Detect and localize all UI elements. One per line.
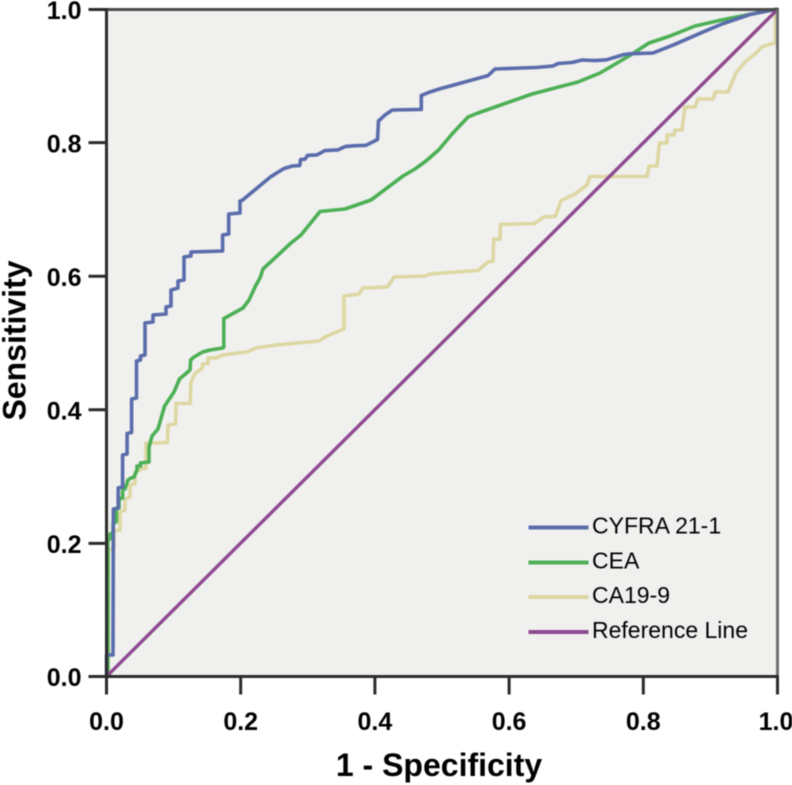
svg-text:0.4: 0.4: [358, 708, 393, 736]
svg-text:0.4: 0.4: [47, 398, 82, 426]
svg-text:1.0: 1.0: [759, 708, 792, 736]
svg-text:CYFRA 21-1: CYFRA 21-1: [592, 513, 721, 539]
svg-text:0.2: 0.2: [47, 531, 82, 559]
svg-text:CA19-9: CA19-9: [592, 582, 670, 608]
svg-text:0.6: 0.6: [47, 264, 82, 292]
svg-text:0.8: 0.8: [47, 130, 82, 158]
svg-text:0.0: 0.0: [47, 664, 82, 692]
svg-text:Reference Line: Reference Line: [592, 617, 748, 643]
svg-text:0.0: 0.0: [89, 708, 124, 736]
svg-text:Sensitivity: Sensitivity: [0, 260, 33, 420]
svg-text:1 - Specificity: 1 - Specificity: [336, 747, 543, 783]
svg-text:0.8: 0.8: [626, 708, 661, 736]
svg-text:1.0: 1.0: [47, 0, 82, 25]
svg-text:0.2: 0.2: [223, 708, 258, 736]
svg-text:CEA: CEA: [592, 548, 640, 574]
svg-text:0.6: 0.6: [492, 708, 527, 736]
